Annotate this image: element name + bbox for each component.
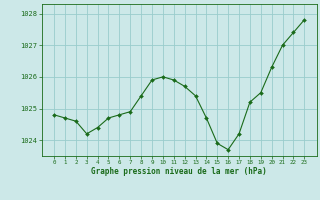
X-axis label: Graphe pression niveau de la mer (hPa): Graphe pression niveau de la mer (hPa) [91, 167, 267, 176]
